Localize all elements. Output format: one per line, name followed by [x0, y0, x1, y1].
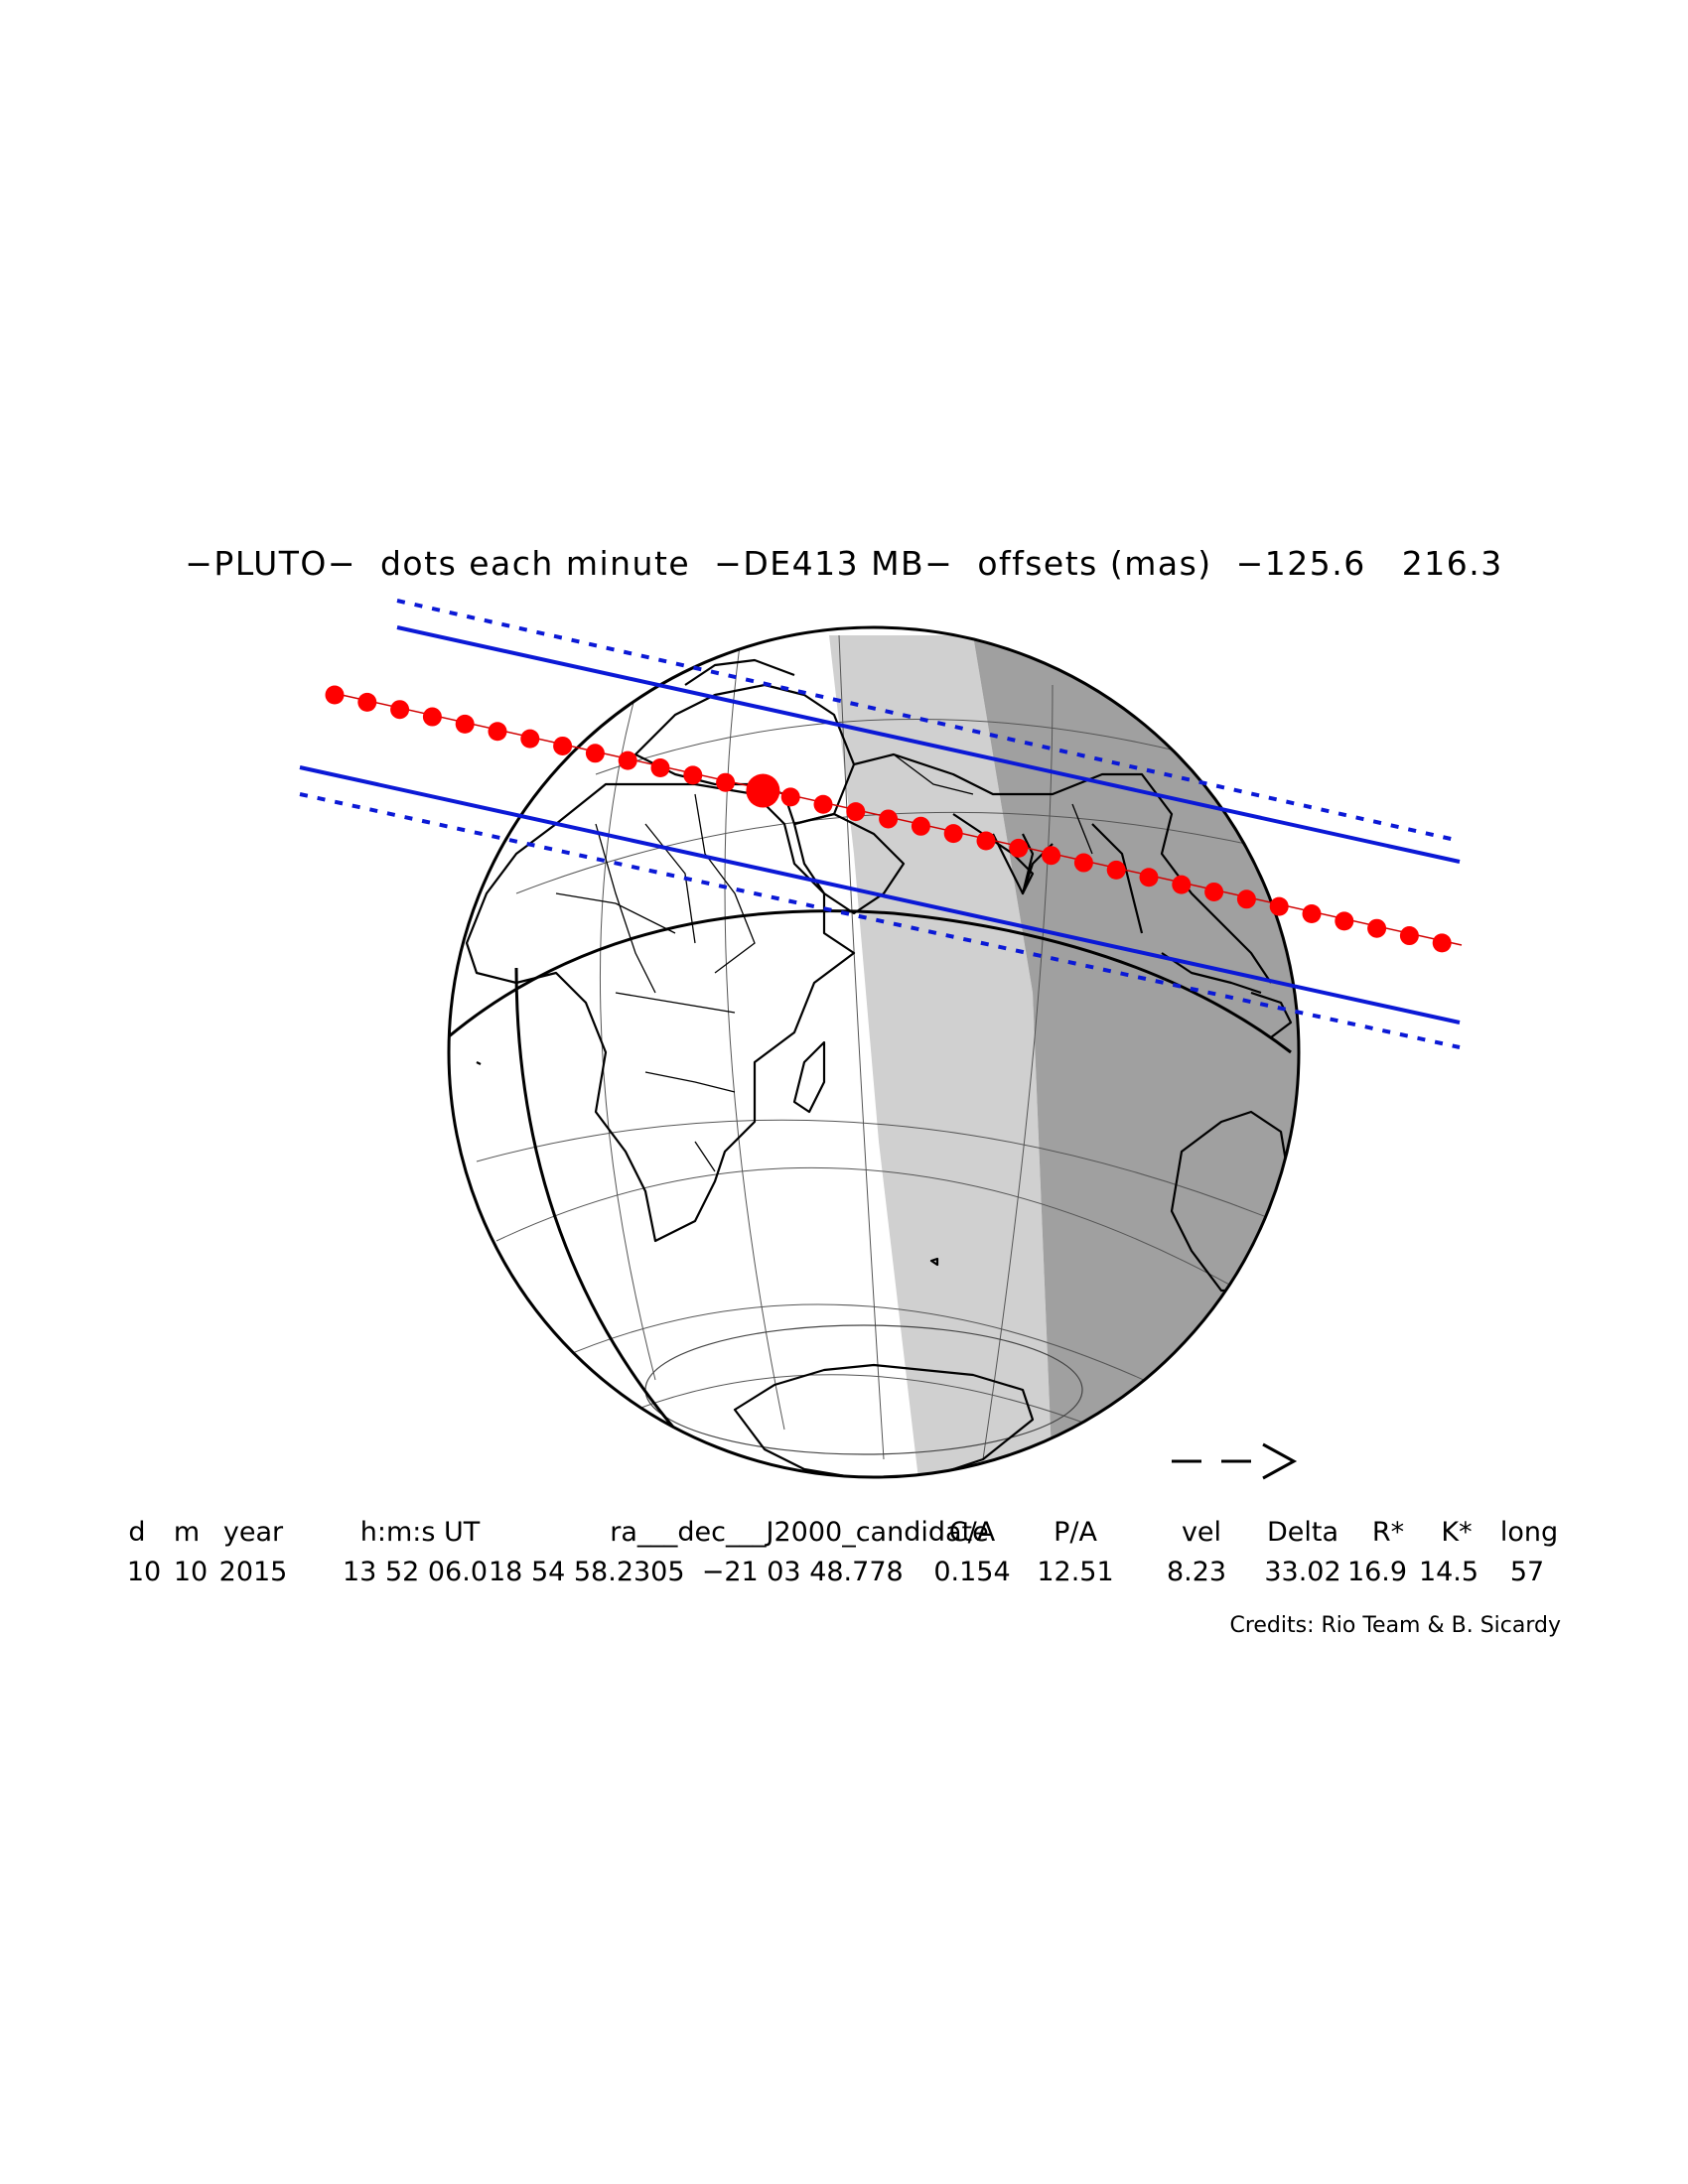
table-value-cell: 2015: [218, 1557, 288, 1587]
minute-dot: [813, 794, 833, 814]
table-header-cell: P/A: [1054, 1517, 1097, 1548]
minute-dot: [357, 692, 377, 712]
table-header-cell: year: [222, 1517, 284, 1548]
minute-dot: [879, 809, 899, 829]
chart-title: −PLUTO− dots each minute −DE413 MB− offs…: [185, 544, 1503, 583]
globe-outline: [447, 625, 1301, 1479]
minute-dot: [1432, 933, 1452, 953]
table-value-cell: 33.02: [1264, 1557, 1341, 1587]
minute-dot: [553, 736, 573, 755]
table-header-cell: C/A: [948, 1517, 996, 1548]
ephemeris-table: d m year h:m:s UT ra___dec___J2000_candidate…: [124, 1517, 1574, 1616]
minute-dot: [1139, 868, 1159, 887]
table-value-cell: 13 52 06.0: [343, 1557, 488, 1587]
table-value-cell: 10: [126, 1557, 162, 1587]
minute-dot: [1172, 875, 1192, 894]
minute-dot: [683, 765, 703, 785]
minute-dot: [1302, 904, 1322, 923]
direction-arrow: [1172, 1442, 1298, 1480]
night-zone: [973, 635, 1299, 1477]
minute-dot: [1204, 882, 1224, 901]
table-value-cell: 12.51: [1037, 1557, 1114, 1587]
minute-dot: [455, 714, 475, 734]
table-header-cell: m: [173, 1517, 201, 1548]
table-header-cell: vel: [1181, 1517, 1222, 1548]
minute-dot: [1106, 860, 1126, 880]
minute-dot: [1399, 926, 1419, 946]
table-value-cell: 0.154: [933, 1557, 1011, 1587]
coastlines: [465, 658, 1293, 1477]
table-value-cell: 18 54 58.2305 −21 03 48.778: [489, 1557, 904, 1587]
table-header-cell: long: [1499, 1517, 1559, 1548]
table-header-cell: h:m:s UT: [359, 1517, 481, 1548]
minute-dot: [1335, 911, 1354, 931]
graticule: [476, 634, 1299, 1460]
minute-dot: [780, 787, 800, 807]
shadow-limit-south-dotted: [299, 792, 1461, 1049]
minute-dot: [1042, 846, 1061, 866]
minute-dot: [976, 831, 996, 851]
minute-dot: [422, 707, 442, 727]
minute-dot: [943, 824, 963, 844]
minute-dot: [488, 722, 507, 742]
table-header-cell: ra___dec___J2000_candidate: [610, 1517, 989, 1548]
shadow-limit-north: [396, 625, 1461, 864]
minute-dot: [1073, 853, 1093, 873]
minute-dot: [650, 758, 670, 777]
table-header-cell: Delta: [1266, 1517, 1339, 1548]
shadow-path: [299, 599, 1461, 1049]
shadow-limit-south: [299, 765, 1461, 1024]
minute-dot: [618, 751, 637, 770]
minute-dot: [1236, 889, 1256, 909]
minute-dot: [520, 729, 540, 749]
table-value-cell: 10: [173, 1557, 209, 1587]
shadow-limit-north-dotted: [396, 599, 1461, 843]
minute-dot: [846, 802, 866, 822]
minute-dot: [716, 772, 736, 792]
occultation-dots: [325, 685, 1452, 953]
minute-dot: [1009, 838, 1029, 858]
minute-dot: [911, 816, 930, 836]
closest-approach-dot: [746, 773, 780, 808]
country-borders: [555, 753, 1093, 1172]
table-value-cell: 16.9: [1346, 1557, 1408, 1587]
minute-dot: [585, 744, 605, 763]
credits-label: Credits: Rio Team & B. Sicardy: [1229, 1613, 1561, 1638]
table-header-cell: K*: [1441, 1517, 1473, 1548]
minute-dot: [325, 685, 345, 705]
minute-dot: [1367, 918, 1387, 938]
table-value-cell: 57: [1509, 1557, 1545, 1587]
minute-dot: [390, 700, 410, 720]
table-header-cell: d: [128, 1517, 146, 1548]
table-header-cell: R*: [1371, 1517, 1405, 1548]
table-value-cell: 8.23: [1166, 1557, 1227, 1587]
minute-dot: [1269, 896, 1289, 916]
table-value-cell: 14.5: [1418, 1557, 1479, 1587]
